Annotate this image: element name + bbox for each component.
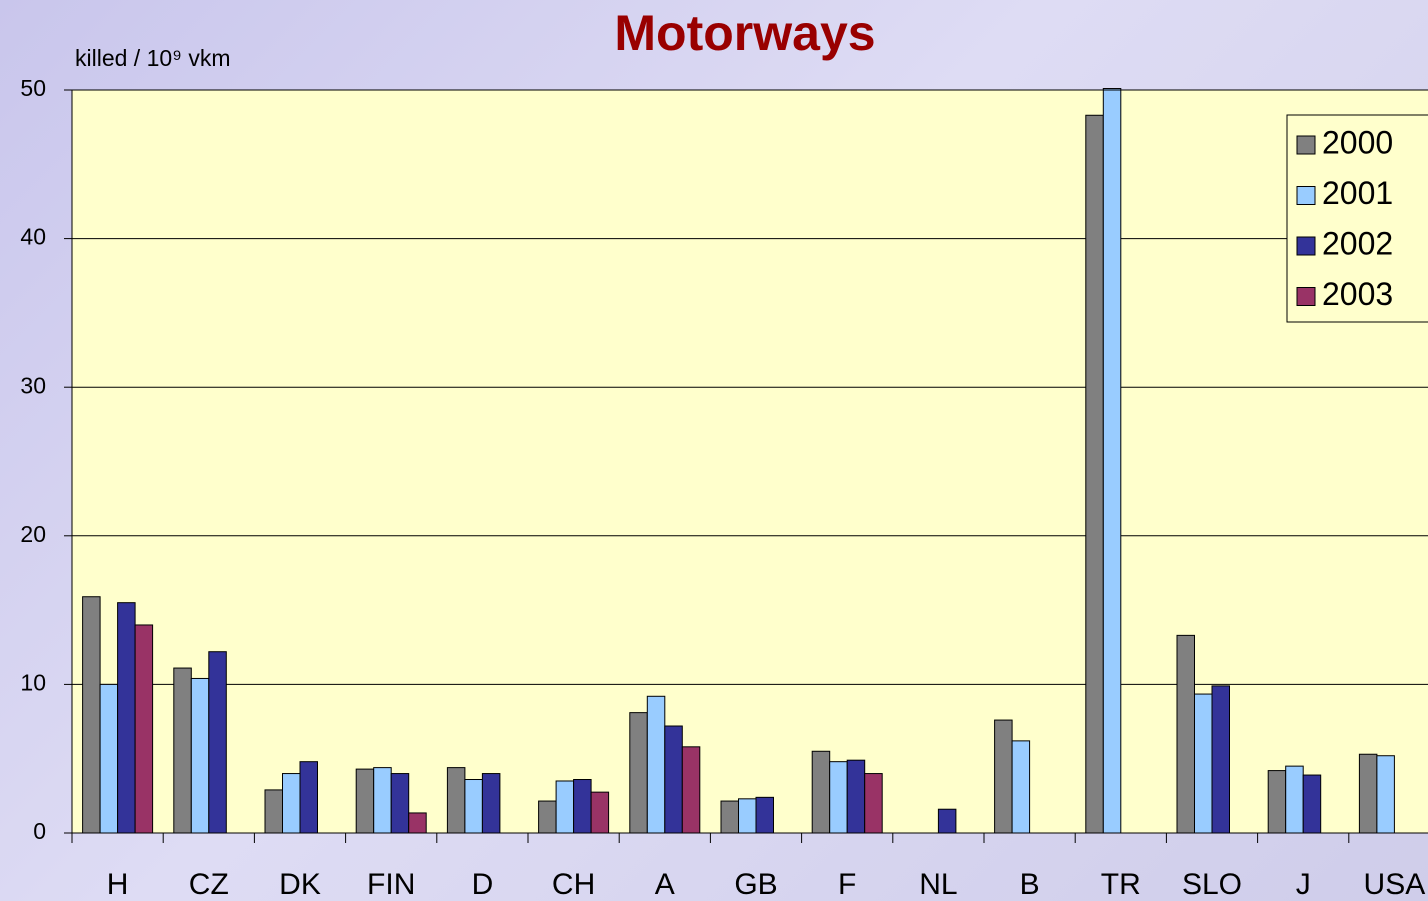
bar <box>864 773 883 834</box>
bar <box>994 719 1013 834</box>
bar <box>1176 634 1195 834</box>
x-tick-label: CH <box>552 868 595 901</box>
x-tick-label: A <box>655 868 675 901</box>
y-tick-label: 50 <box>20 75 46 101</box>
legend-swatch <box>1296 287 1316 306</box>
bar <box>134 624 154 834</box>
bar <box>173 667 192 834</box>
bar <box>755 796 774 834</box>
x-tick-label: USA <box>1364 868 1426 901</box>
x-tick-label: H <box>107 868 129 901</box>
x-tick-label: J <box>1296 868 1311 901</box>
bar <box>464 779 483 834</box>
x-tick-label: SLO <box>1182 868 1242 901</box>
bar <box>355 768 375 834</box>
x-tick-label: F <box>838 868 856 901</box>
legend-label: 2001 <box>1322 175 1393 211</box>
bar <box>1011 740 1031 834</box>
bar <box>190 677 210 834</box>
bar <box>573 779 592 834</box>
legend-swatch <box>1296 135 1316 155</box>
x-tick-label: CZ <box>189 868 229 901</box>
x-tick-label: DK <box>279 868 321 901</box>
legend-label: 2003 <box>1322 276 1393 312</box>
y-tick-label: 0 <box>33 818 46 844</box>
bar <box>82 596 101 834</box>
bar <box>646 695 666 834</box>
bar <box>555 780 575 834</box>
bar <box>720 800 739 834</box>
bar <box>1102 88 1122 834</box>
legend-label: 2002 <box>1322 225 1393 261</box>
y-axis-label: killed / 10⁹ vkm <box>75 45 231 71</box>
bar <box>481 773 501 834</box>
x-tick-label: D <box>472 868 494 901</box>
bar <box>1358 753 1378 834</box>
y-tick-label: 20 <box>20 521 46 547</box>
bar <box>1285 765 1304 834</box>
x-tick-label: B <box>1020 868 1040 901</box>
bar <box>629 712 648 834</box>
x-tick-label: TR <box>1101 868 1141 901</box>
bar <box>282 773 301 834</box>
bar <box>299 761 318 834</box>
bar <box>373 767 392 834</box>
bar <box>829 761 848 834</box>
x-tick-label: NL <box>919 868 957 901</box>
chart-title: Motorways <box>614 5 875 61</box>
bar <box>738 798 757 834</box>
bar <box>390 773 410 834</box>
y-tick-label: 10 <box>20 669 46 695</box>
bar <box>1211 685 1230 834</box>
bar <box>538 800 557 834</box>
bar <box>1267 770 1287 834</box>
bar <box>811 750 831 834</box>
bar <box>846 759 866 834</box>
x-tick-label: FIN <box>367 868 415 901</box>
bar <box>446 767 466 834</box>
bar <box>937 808 957 834</box>
bar <box>1302 774 1322 834</box>
bar <box>1085 114 1104 834</box>
legend-label: 2000 <box>1322 124 1393 160</box>
bar <box>99 683 119 834</box>
bar <box>264 789 283 834</box>
bar <box>1194 693 1213 834</box>
bar <box>681 746 701 834</box>
legend-swatch <box>1296 236 1316 256</box>
bar <box>208 651 227 834</box>
bar <box>590 791 610 834</box>
bar <box>664 725 683 834</box>
y-tick-label: 30 <box>20 372 46 398</box>
y-tick-label: 40 <box>20 224 46 250</box>
legend-swatch <box>1296 186 1316 205</box>
bar <box>117 602 136 834</box>
x-tick-label: GB <box>734 868 777 901</box>
bar <box>408 812 427 834</box>
bar <box>1376 755 1395 834</box>
